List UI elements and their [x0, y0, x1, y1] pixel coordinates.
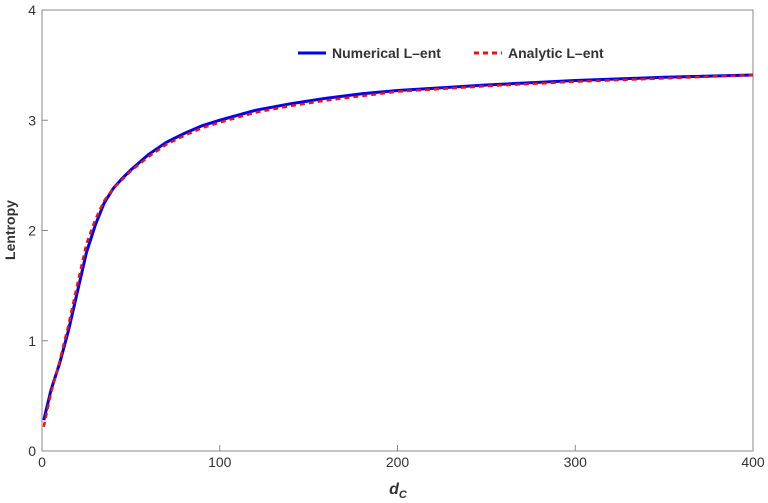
x-tick-label: 400 [741, 454, 765, 470]
x-tick-label: 300 [564, 454, 588, 470]
y-tick-label: 3 [28, 112, 36, 128]
y-tick-label: 1 [28, 333, 36, 349]
x-tick-label: 0 [38, 454, 46, 470]
x-tick-label: 100 [208, 454, 232, 470]
y-tick-label: 0 [28, 443, 36, 459]
legend-label: Numerical L–ent [332, 45, 441, 61]
series-line [42, 73, 754, 421]
x-axis-label: dC [389, 481, 408, 498]
y-tick-label: 2 [28, 223, 36, 239]
plot-frame [41, 9, 754, 452]
legend-label: Analytic L–ent [508, 45, 604, 61]
x-axis-label-sub: C [399, 489, 408, 498]
y-axis-label: Lentropy [2, 200, 18, 260]
series-line [42, 73, 754, 428]
x-tick-label: 200 [386, 454, 410, 470]
x-axis-label-main: d [389, 481, 400, 498]
y-tick-label: 4 [28, 2, 36, 18]
